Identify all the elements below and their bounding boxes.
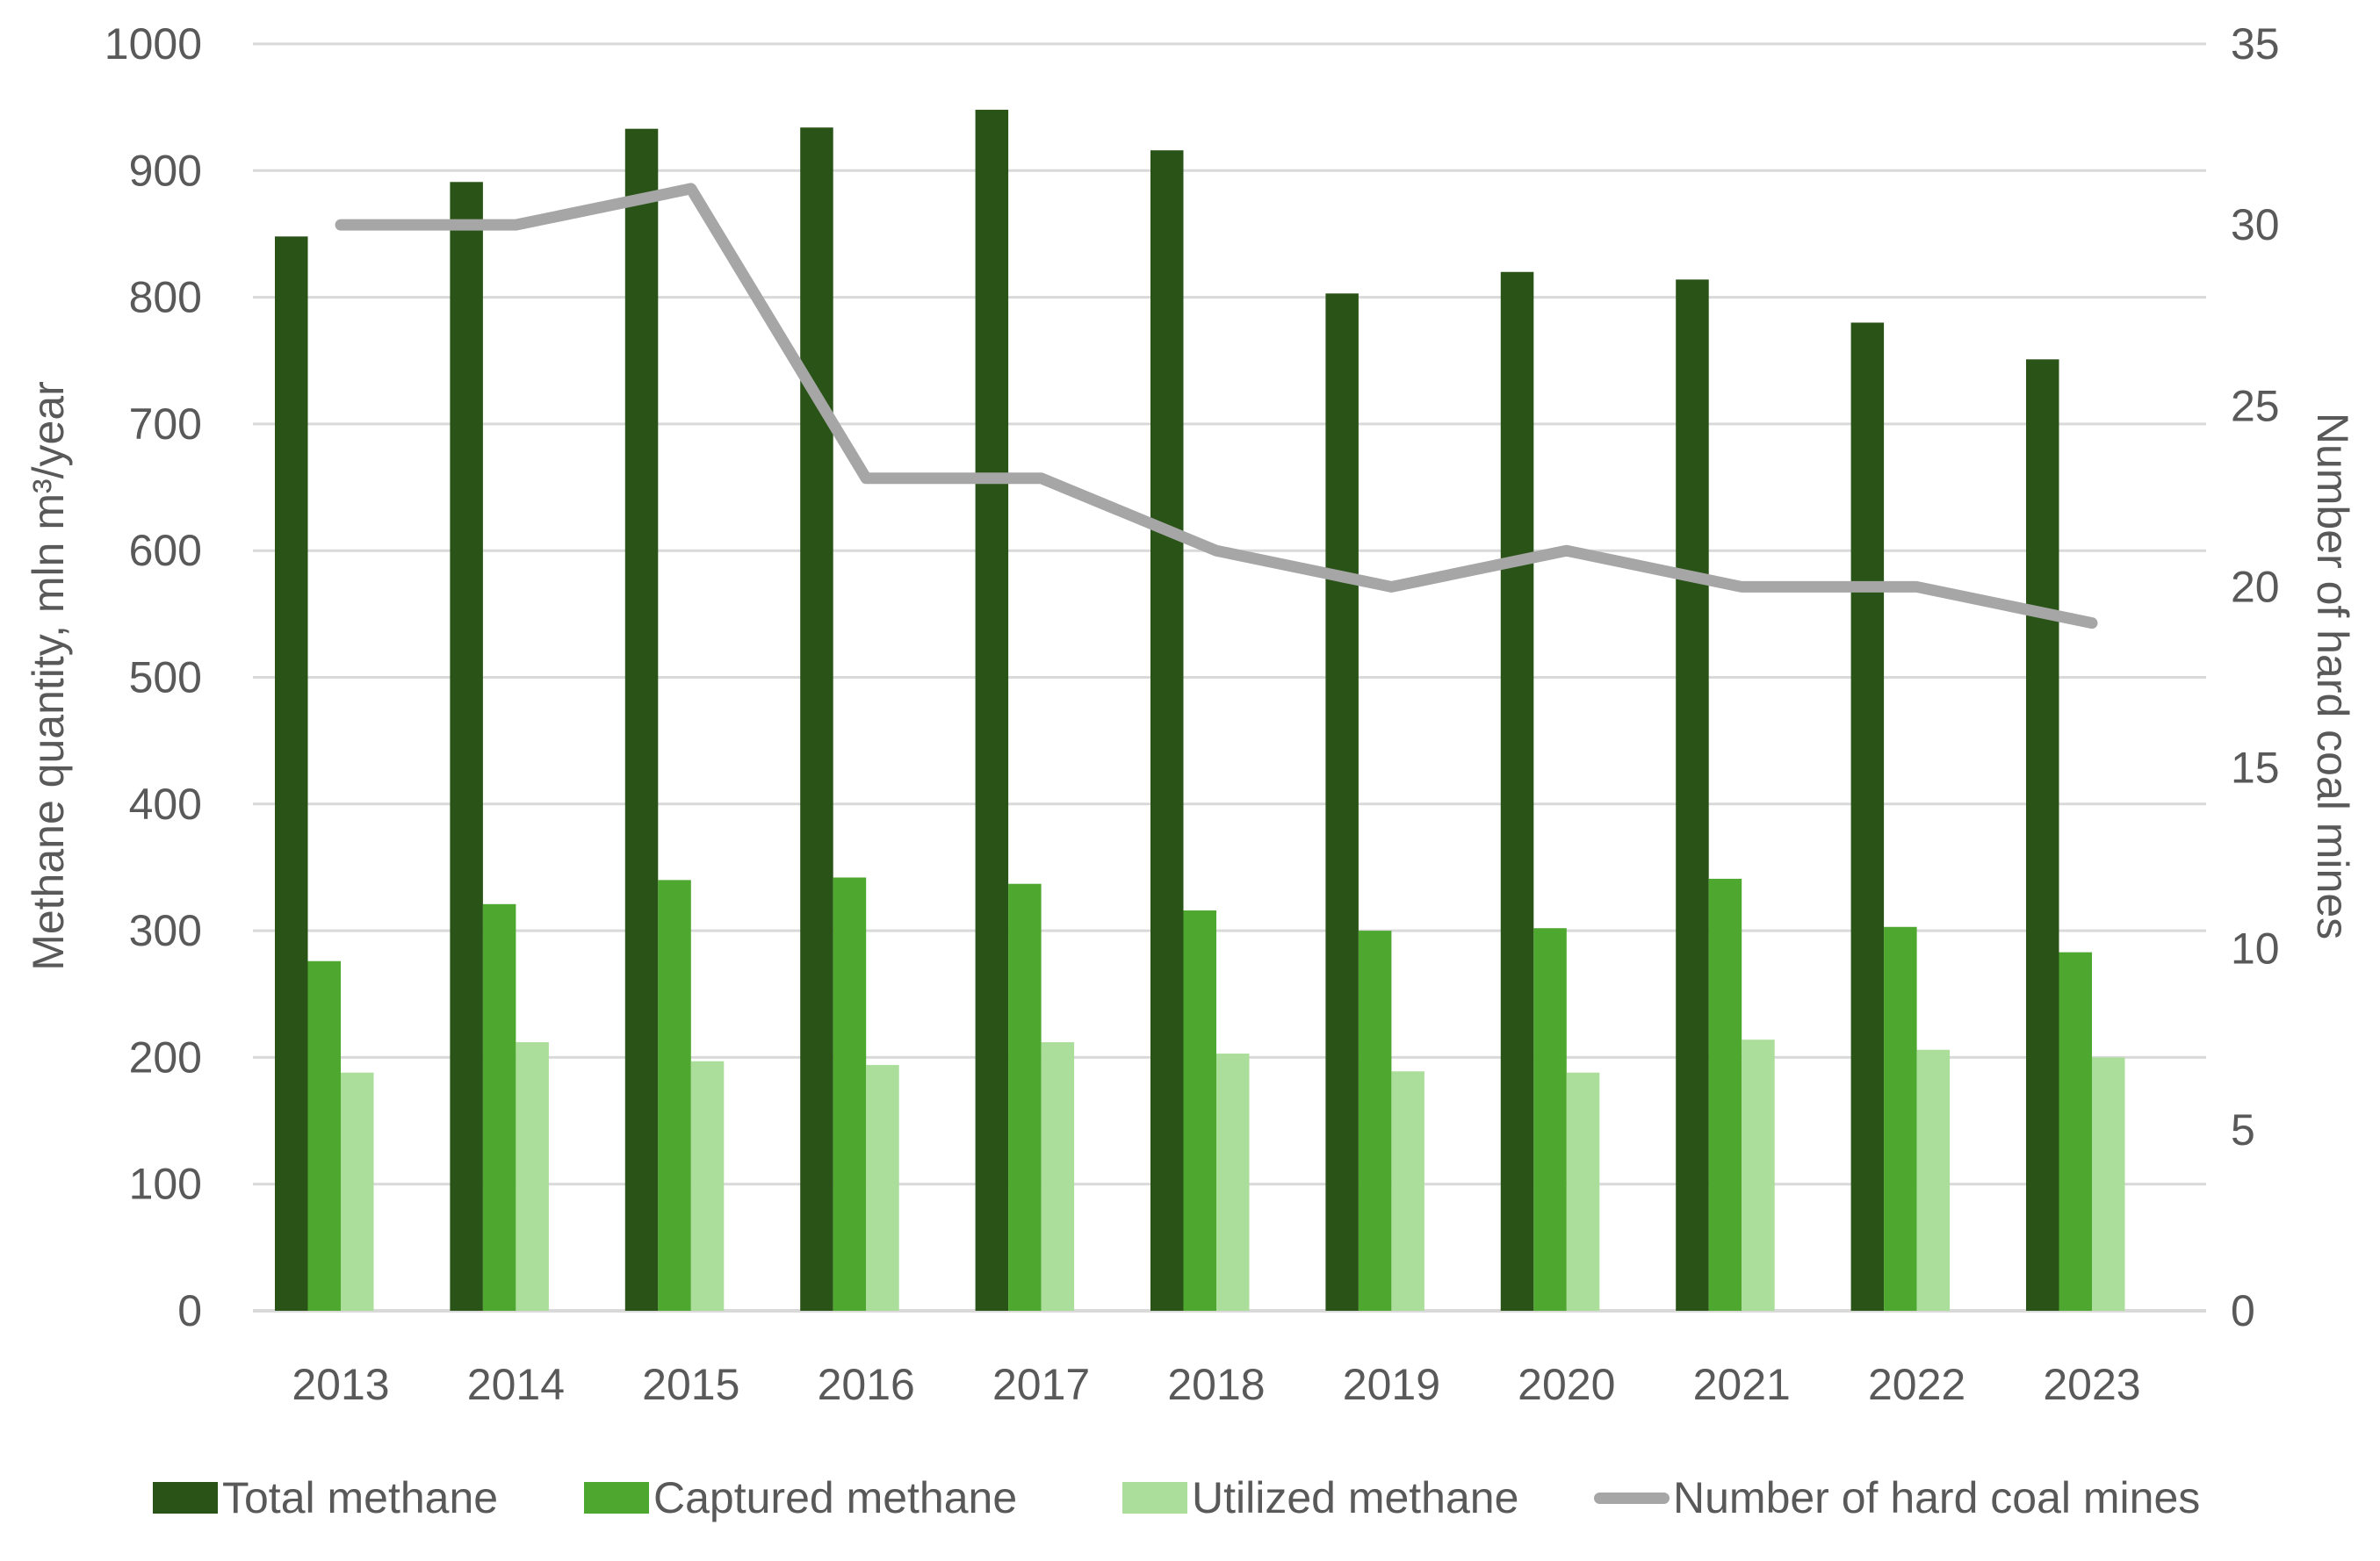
- year-label: 2013: [292, 1360, 389, 1409]
- bar-2020: [1566, 1072, 1600, 1311]
- bar-2022: [1916, 1049, 1951, 1311]
- bar-2021: [1742, 1039, 1775, 1311]
- left-tick-label: 600: [129, 526, 202, 575]
- bar-2020: [1500, 271, 1534, 1311]
- bar-2013: [307, 960, 341, 1311]
- bar-2019: [1325, 293, 1359, 1311]
- bar-2017: [1008, 883, 1042, 1311]
- right-tick-label: 0: [2231, 1286, 2255, 1335]
- bar-2020: [1533, 928, 1567, 1311]
- year-label: 2015: [642, 1360, 739, 1409]
- left-tick-label: 0: [177, 1286, 202, 1335]
- bar-2017: [1041, 1042, 1075, 1311]
- left-tick-label: 300: [129, 906, 202, 955]
- bar-2023: [2026, 359, 2059, 1311]
- utilized-methane-swatch: [1122, 1482, 1187, 1514]
- legend-item-captured-methane: Captured methane: [584, 1466, 1017, 1529]
- right-tick-label: 20: [2231, 562, 2280, 611]
- bar-2018: [1183, 910, 1216, 1311]
- bar-2015: [624, 128, 659, 1311]
- left-axis-title: Methane quantity, mln m³/year: [24, 381, 73, 971]
- left-tick-label: 800: [129, 273, 202, 322]
- bar-2022: [1884, 926, 1917, 1311]
- bar-2014: [450, 182, 483, 1312]
- right-tick-label: 15: [2231, 744, 2280, 793]
- mines-line-swatch: [1594, 1492, 1670, 1504]
- year-label: 2016: [818, 1360, 915, 1409]
- right-tick-label: 5: [2231, 1105, 2255, 1155]
- year-label: 2023: [2043, 1360, 2140, 1409]
- bar-2014: [482, 903, 516, 1311]
- bar-2021: [1676, 279, 1709, 1312]
- right-tick-label: 35: [2231, 19, 2280, 68]
- year-label: 2019: [1343, 1360, 1440, 1409]
- series-utilized-methane: [341, 1039, 2125, 1311]
- left-tick-label: 500: [129, 653, 202, 702]
- year-label: 2014: [467, 1360, 565, 1409]
- legend-item-total-methane: Total methane: [153, 1466, 498, 1529]
- legend-item-utilized-methane: Utilized methane: [1122, 1466, 1518, 1529]
- mines-line: [335, 183, 2098, 629]
- bar-2018: [1216, 1054, 1250, 1311]
- left-tick-label: 200: [129, 1032, 202, 1082]
- bar-2015: [658, 880, 691, 1311]
- gridlines: [253, 42, 2206, 1313]
- bar-2018: [1150, 150, 1184, 1311]
- bar-2016: [833, 877, 867, 1311]
- total-methane-swatch: [153, 1482, 218, 1514]
- bar-2013: [275, 236, 308, 1312]
- legend-item-mines-line: Number of hard coal mines: [1594, 1466, 2200, 1529]
- right-tick-label: 25: [2231, 381, 2280, 430]
- bar-2022: [1850, 322, 1885, 1312]
- series-total-methane: [275, 110, 2059, 1312]
- year-label: 2021: [1693, 1360, 1791, 1409]
- left-tick-label: 1000: [105, 19, 202, 68]
- legend-label: Captured methane: [653, 1473, 1018, 1522]
- bar-2016: [800, 127, 833, 1311]
- legend-label: Total methane: [222, 1473, 499, 1522]
- year-label: 2017: [992, 1360, 1090, 1409]
- bar-2023: [2092, 1057, 2125, 1311]
- right-tick-label: 10: [2231, 924, 2280, 974]
- year-label: 2020: [1518, 1360, 1615, 1409]
- bar-2014: [516, 1042, 549, 1311]
- right-axis-ticks: 0 5 10 15 20 25 30 35: [2231, 19, 2280, 1335]
- bar-2013: [341, 1072, 374, 1311]
- bar-2017: [975, 110, 1009, 1311]
- series-captured-methane: [307, 877, 2092, 1311]
- right-tick-label: 30: [2231, 200, 2280, 249]
- year-label: 2022: [1868, 1360, 1965, 1409]
- x-axis-labels: 2013 2014 2015 2016 2017 2018 2019 2020 2021 2022…: [292, 1360, 2140, 1409]
- bar-2016: [866, 1065, 899, 1311]
- bar-2023: [2059, 952, 2092, 1311]
- captured-methane-swatch: [584, 1482, 649, 1514]
- left-tick-label: 400: [129, 780, 202, 829]
- bar-2015: [690, 1061, 725, 1311]
- left-tick-label: 700: [129, 399, 202, 449]
- legend-label: Number of hard coal mines: [1673, 1473, 2201, 1522]
- bar-2021: [1708, 878, 1742, 1311]
- legend-label: Utilized methane: [1192, 1473, 1519, 1522]
- right-axis-title: Number of hard coal mines: [2308, 412, 2357, 940]
- left-tick-label: 100: [129, 1160, 202, 1209]
- left-axis-ticks: 0 100 200 300 400 500 600 700 800 900 1000: [105, 19, 202, 1335]
- bar-2019: [1391, 1071, 1424, 1311]
- year-label: 2018: [1167, 1360, 1265, 1409]
- legend: Total methane Captured methane Utilized …: [0, 1466, 2380, 1536]
- left-tick-label: 900: [129, 146, 202, 195]
- bar-2019: [1358, 931, 1392, 1311]
